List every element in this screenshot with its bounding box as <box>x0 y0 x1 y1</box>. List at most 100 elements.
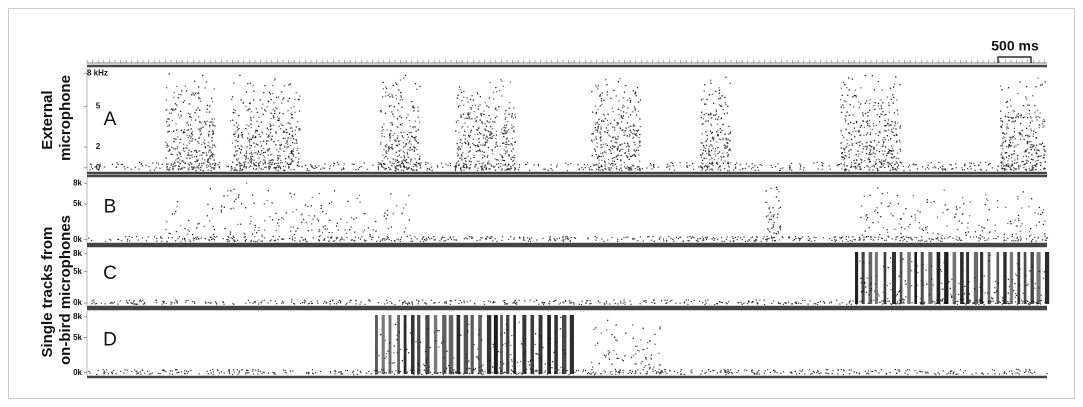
spectral-dot <box>233 124 235 126</box>
spectral-dot <box>701 142 703 145</box>
spectral-dot <box>1008 164 1010 167</box>
spectral-dot <box>224 227 226 230</box>
noise <box>706 237 708 239</box>
noise <box>733 169 735 171</box>
noise <box>632 237 634 240</box>
spectral-dot <box>717 153 719 155</box>
noise <box>582 168 585 171</box>
noise <box>646 372 649 374</box>
spectral-dot <box>899 127 901 129</box>
spectral-dot <box>840 147 842 149</box>
noise <box>699 237 701 240</box>
spectral-dot <box>626 156 629 158</box>
spectral-dot <box>862 120 864 122</box>
spectral-dot <box>208 124 211 127</box>
spectral-dot <box>1028 104 1030 106</box>
spectral-dot <box>1034 212 1036 214</box>
spectral-dot <box>614 129 616 131</box>
noise <box>343 239 345 241</box>
spectral-dot <box>250 215 252 218</box>
spectral-dot <box>475 163 477 166</box>
spectral-dot <box>501 128 503 130</box>
spectral-dot <box>1040 294 1042 296</box>
spectral-dot <box>458 86 461 88</box>
noise <box>609 164 611 166</box>
spectral-dot <box>714 147 717 150</box>
spectral-dot <box>637 86 639 89</box>
spectral-dot <box>639 169 641 171</box>
noise <box>471 237 473 240</box>
noise <box>605 302 608 304</box>
spectral-dot <box>849 121 852 124</box>
noise <box>177 168 179 171</box>
spectral-dot <box>591 90 593 93</box>
spectral-dot <box>888 129 890 131</box>
noise <box>288 166 290 168</box>
spectral-dot <box>632 123 635 125</box>
spectral-dot <box>188 167 191 169</box>
spectral-dot <box>491 150 494 152</box>
noise <box>329 370 332 373</box>
noise <box>950 164 952 166</box>
spectral-dot <box>166 144 168 147</box>
spectral-dot <box>611 145 614 147</box>
spectral-dot <box>389 133 391 135</box>
noise <box>788 236 790 238</box>
spectral-dot <box>285 142 287 145</box>
noise <box>523 237 525 239</box>
spectral-dot <box>484 101 487 104</box>
noise <box>91 303 93 305</box>
spectral-dot <box>204 146 206 148</box>
spectral-dot <box>896 152 899 154</box>
spectral-dot <box>617 122 619 124</box>
spectral-dot <box>375 230 377 232</box>
spectral-dot <box>391 146 393 148</box>
noise <box>399 300 401 302</box>
spectral-dot <box>610 152 612 155</box>
spectral-dot <box>211 154 213 156</box>
spectral-dot <box>1020 114 1022 117</box>
spectral-dot <box>598 167 600 169</box>
spectral-dot <box>405 203 407 206</box>
spectral-dot <box>382 128 384 131</box>
spectral-dot <box>882 144 884 146</box>
spectral-dot <box>887 205 889 208</box>
spectral-dot <box>460 91 463 94</box>
spectral-dot <box>707 114 709 116</box>
spectral-dot <box>634 154 636 156</box>
spectral-dot <box>969 201 971 203</box>
spectral-dot <box>620 121 623 123</box>
spectral-dot <box>773 221 775 224</box>
noise <box>395 167 397 169</box>
noise <box>795 373 798 375</box>
spectral-dot <box>508 128 510 131</box>
spectral-dot <box>177 165 180 167</box>
noise <box>813 303 815 305</box>
spectral-dot <box>279 148 281 150</box>
spectral-dot <box>236 169 238 172</box>
spectral-dot <box>509 81 512 83</box>
spectral-dot <box>485 166 488 168</box>
spectral-dot <box>890 150 892 152</box>
spectral-dot <box>230 169 232 172</box>
spectral-dot <box>503 129 505 131</box>
noise <box>556 238 558 240</box>
noise <box>205 302 207 304</box>
spectral-dot <box>397 109 399 111</box>
spectral-dot <box>186 122 188 124</box>
spectral-dot <box>1011 233 1014 236</box>
noise <box>850 303 852 306</box>
spectral-dot <box>956 208 958 210</box>
spectral-dot <box>984 292 986 294</box>
noise <box>725 302 727 304</box>
noise <box>1011 235 1013 238</box>
spectral-dot <box>380 109 382 112</box>
spectral-dot <box>950 295 953 297</box>
spectral-dot <box>979 234 982 236</box>
noise <box>455 239 458 241</box>
spectral-dot <box>196 151 198 154</box>
spectral-dot <box>888 236 890 238</box>
noise <box>1016 368 1018 371</box>
spectral-dot <box>702 144 705 147</box>
spectral-dot <box>467 114 469 116</box>
